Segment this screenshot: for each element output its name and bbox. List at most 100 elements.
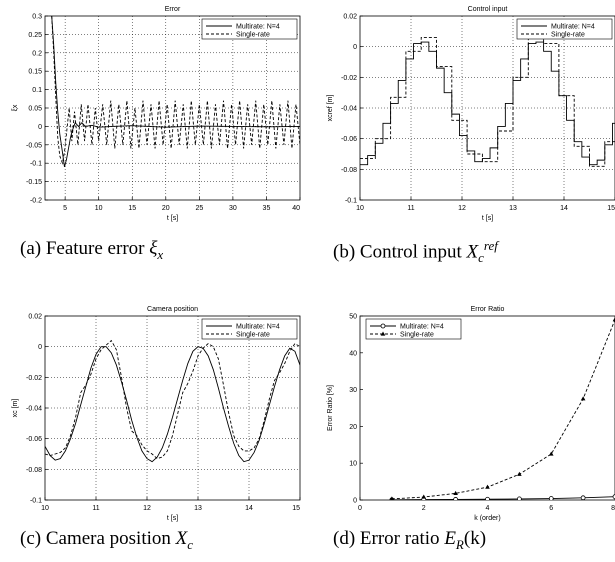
x-tick-label: 40 — [292, 205, 300, 212]
data-point — [548, 451, 554, 456]
y-tick-label: -0.1 — [30, 161, 42, 168]
x-tick-label: 5 — [63, 205, 67, 212]
data-point — [517, 471, 522, 476]
x-tick-label: 6 — [549, 505, 553, 512]
x-tick-label: 8 — [611, 505, 615, 512]
data-point — [453, 490, 458, 495]
y-tick-label: -0.2 — [30, 198, 42, 205]
series-line-1 — [45, 346, 300, 463]
legend-marker — [380, 323, 386, 329]
legend-box — [201, 318, 298, 340]
x-tick-label: 15 — [128, 205, 136, 212]
x-tick-label: 35 — [263, 205, 271, 212]
x-tick-label: 25 — [195, 205, 203, 212]
x-tick-label: 15 — [292, 505, 300, 512]
x-tick-label: 20 — [162, 205, 170, 212]
y-axis-label: Error Ratio [%] — [327, 385, 334, 431]
plot-area — [45, 339, 300, 463]
y-axis-label: xc [m] — [12, 399, 19, 418]
x-tick-label: 10 — [95, 205, 103, 212]
legend-box — [365, 318, 462, 340]
legend-box — [201, 18, 298, 40]
chart-title: Error — [165, 6, 181, 13]
x-axis-label: k (order) — [474, 515, 500, 522]
y-tick-label: 10 — [349, 461, 357, 468]
data-point — [580, 396, 586, 401]
y-tick-label: 0.25 — [28, 32, 42, 39]
caption-b: (b) Control input Xcref — [333, 238, 498, 266]
legend-label: Multirate: N=4 — [236, 24, 280, 31]
x-tick-label: 10 — [356, 205, 364, 212]
x-axis-label: t [s] — [482, 215, 493, 222]
data-point — [453, 497, 459, 500]
legend-label: Single-rate — [551, 32, 585, 39]
data-point — [389, 496, 394, 500]
plot-area — [389, 317, 615, 500]
y-tick-label: 0.02 — [28, 314, 42, 321]
x-tick-label: 11 — [92, 505, 99, 512]
data-point — [485, 484, 490, 489]
y-tick-label: 0.02 — [343, 14, 357, 21]
data-point — [548, 496, 554, 500]
x-tick-label: 30 — [229, 205, 237, 212]
legend-marker — [380, 331, 386, 336]
series-line-2 — [45, 339, 300, 460]
plot-frame — [359, 315, 615, 501]
x-tick-label: 13 — [509, 205, 517, 212]
x-tick-label: 14 — [245, 505, 253, 512]
legend-label: Multirate: N=4 — [551, 24, 595, 31]
data-point — [612, 317, 615, 322]
y-tick-label: -0.04 — [26, 406, 42, 413]
legend-label: Multirate: N=4 — [236, 324, 280, 331]
data-point — [421, 494, 427, 499]
series-line-2 — [391, 319, 615, 500]
y-tick-label: -0.1 — [30, 498, 42, 505]
legend-label: Single-rate — [400, 332, 434, 339]
y-tick-label: 0.1 — [32, 87, 42, 94]
series-line-1 — [51, 16, 300, 167]
data-point — [516, 496, 522, 500]
y-tick-label: -0.08 — [26, 467, 42, 474]
legend-label: Multirate: N=4 — [400, 324, 444, 331]
series-line-1 — [391, 496, 615, 500]
series-line-2 — [360, 37, 615, 167]
y-tick-label: -0.06 — [26, 436, 42, 443]
y-axis-label: xcref [m] — [327, 95, 334, 122]
chart-title: Camera position — [147, 306, 198, 313]
x-axis-label: t [s] — [167, 215, 178, 222]
y-tick-label: 50 — [349, 314, 357, 321]
y-tick-label: 0 — [38, 124, 42, 131]
y-axis-label: ξx — [12, 104, 19, 111]
y-tick-label: -0.15 — [26, 179, 42, 186]
x-tick-label: 11 — [407, 205, 414, 212]
chart-title: Control input — [468, 6, 508, 13]
x-tick-label: 12 — [143, 505, 151, 512]
y-tick-label: -0.08 — [341, 167, 357, 174]
x-tick-label: 13 — [194, 505, 202, 512]
x-tick-label: 2 — [422, 505, 426, 512]
data-point — [580, 495, 586, 500]
legend-box — [516, 18, 613, 40]
x-tick-label: 14 — [560, 205, 568, 212]
legend-label: Single-rate — [236, 332, 270, 339]
y-tick-label: -0.1 — [345, 198, 357, 205]
y-tick-label: -0.06 — [341, 136, 357, 143]
y-tick-label: 0 — [353, 498, 357, 505]
x-tick-label: 15 — [607, 205, 615, 212]
chart-3: 10 11 12 13 14 15 -0.1 -0.08 -0.06 -0.04 -0.02 0 0.0… — [12, 306, 301, 522]
y-tick-label: 0.15 — [28, 69, 42, 76]
y-tick-label: 0.05 — [28, 106, 42, 113]
x-tick-label: 0 — [358, 505, 362, 512]
y-tick-label: 30 — [349, 387, 357, 394]
plot-area — [51, 16, 300, 167]
chart-2: 10 11 12 13 14 15 -0.1 -0.08 -0.06 -0.04 -0.02 0 0.0… — [327, 6, 615, 222]
y-tick-label: -0.02 — [26, 375, 42, 382]
x-tick-label: 4 — [486, 505, 490, 512]
y-tick-label: 20 — [349, 424, 357, 431]
chart-4: 0 2 4 6 8 0 10 20 30 40 50 Error Ratio k (order) Erro… — [327, 306, 615, 522]
